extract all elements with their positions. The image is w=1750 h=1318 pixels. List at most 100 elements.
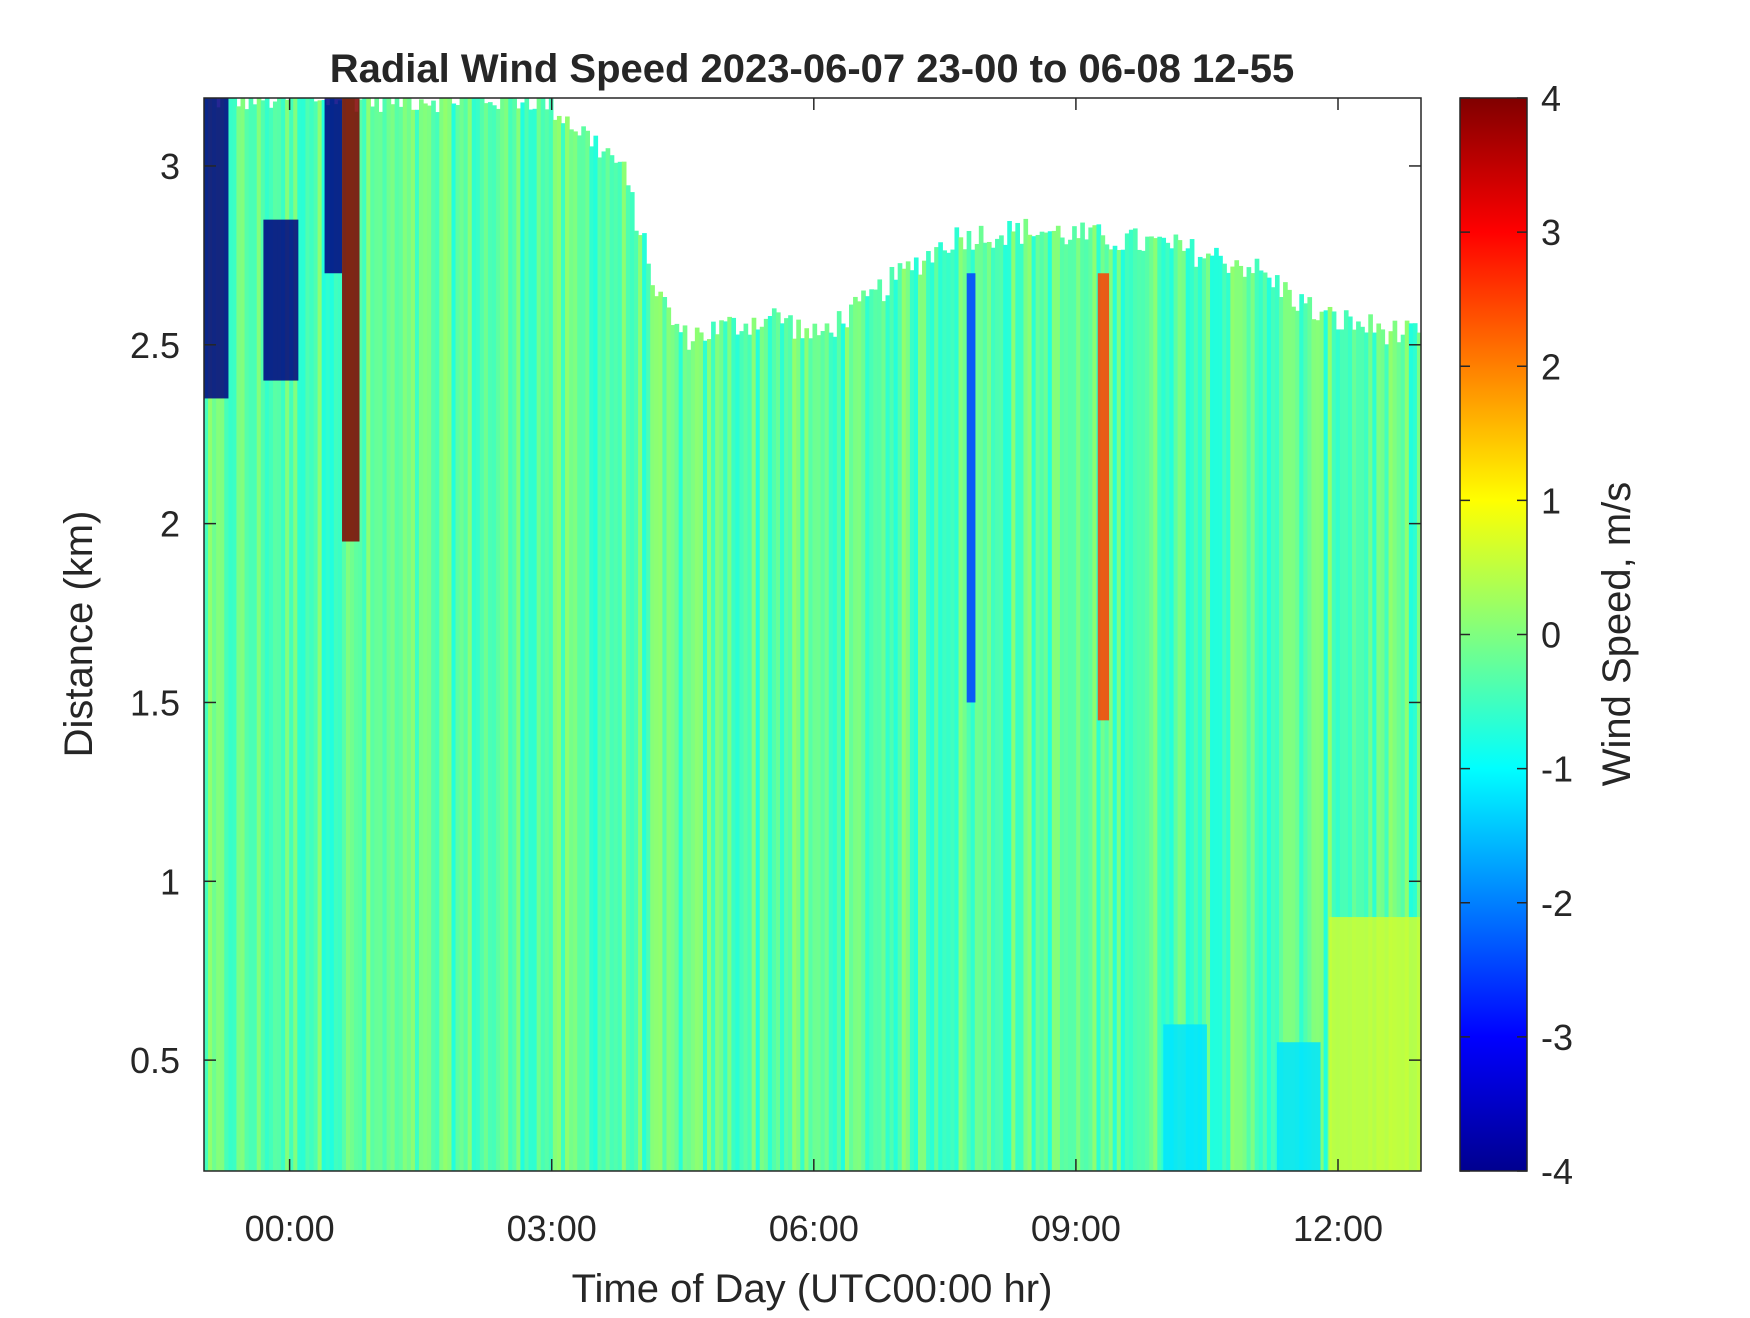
heatmap-column — [824, 323, 830, 1171]
heatmap-column — [804, 328, 810, 1171]
heatmap-column — [1262, 272, 1268, 1171]
heatmap-column — [1250, 273, 1256, 1171]
heatmap-column — [958, 237, 964, 1171]
heatmap-column — [496, 108, 501, 1171]
heatmap-column — [435, 112, 440, 1171]
x-tick-label: 03:00 — [507, 1208, 597, 1249]
heatmap-column — [402, 98, 408, 1171]
heatmap-column — [889, 266, 895, 1171]
heatmap-column — [487, 102, 493, 1171]
heatmap-column — [1011, 231, 1016, 1171]
heatmap-column — [390, 104, 396, 1171]
x-axis-label: Time of Day (UTC00:00 hr) — [572, 1267, 1053, 1311]
heatmap-column — [881, 301, 887, 1171]
heatmap-column — [625, 185, 631, 1171]
heatmap-column — [634, 230, 639, 1171]
heatmap-column — [1404, 320, 1410, 1171]
heatmap-column — [1197, 256, 1203, 1171]
heatmap-column — [609, 155, 615, 1171]
heatmap-column — [844, 327, 850, 1171]
heatmap-column — [565, 116, 570, 1171]
heatmap-column — [970, 249, 976, 1171]
heatmap-column — [362, 98, 367, 1171]
heatmap-column — [601, 151, 607, 1171]
heatmap-column — [832, 336, 838, 1171]
heatmap-column — [463, 98, 469, 1171]
colorbar-tick-label: 4 — [1541, 78, 1561, 119]
heatmap-column — [1210, 255, 1215, 1171]
heatmap-column — [1084, 239, 1089, 1171]
heatmap-column — [1112, 245, 1118, 1171]
x-tick-label: 12:00 — [1293, 1208, 1383, 1249]
heatmap-column — [272, 101, 278, 1171]
heatmap-column — [556, 115, 562, 1171]
heatmap-column — [1295, 310, 1300, 1171]
heatmap-column — [573, 131, 578, 1171]
heatmap-column — [419, 99, 424, 1171]
heatmap-column — [483, 103, 489, 1171]
heatmap-column — [702, 340, 708, 1171]
heatmap-column — [808, 338, 814, 1171]
heatmap-column — [382, 98, 388, 1171]
y-tick-label: 1 — [160, 861, 180, 902]
heatmap-column — [577, 135, 582, 1171]
colorbar-label: Wind Speed, m/s — [1595, 482, 1639, 787]
heatmap-column — [220, 98, 225, 1171]
heatmap-column — [536, 98, 542, 1171]
heatmap-column — [1023, 218, 1029, 1171]
y-tick-label: 0.5 — [130, 1040, 180, 1081]
heatmap-column — [747, 334, 753, 1171]
heatmap-column — [723, 321, 728, 1171]
heatmap-column — [1287, 289, 1292, 1171]
heatmap-column — [796, 319, 801, 1171]
heatmap-column — [1214, 247, 1219, 1171]
y-axis-ticks: 0.5 1 1.5 2 2.5 3 — [130, 146, 1421, 1081]
heatmap-column — [1165, 242, 1171, 1171]
heatmap-column — [1145, 236, 1150, 1171]
heatmap-column — [930, 262, 935, 1171]
heatmap-column — [650, 285, 655, 1171]
heatmap-column — [260, 100, 266, 1171]
heatmap-column — [337, 100, 343, 1171]
x-axis-ticks: 00:00 03:00 06:00 09:00 12:00 — [245, 98, 1383, 1249]
heatmap-column — [508, 98, 513, 1171]
heatmap-column — [905, 261, 911, 1171]
heatmap-column — [516, 108, 522, 1171]
heatmap-column — [1266, 277, 1272, 1171]
heatmap-column — [293, 98, 298, 1171]
heatmap-column — [642, 233, 647, 1171]
heatmap-column — [950, 249, 956, 1171]
heatmap-column — [938, 242, 943, 1171]
heatmap-column — [301, 98, 307, 1171]
heatmap-column — [459, 98, 465, 1171]
heatmap-column — [512, 98, 517, 1171]
heatmap-column — [492, 105, 497, 1171]
heatmap-column — [1055, 225, 1061, 1171]
heatmap-column — [1303, 303, 1309, 1171]
heatmap-column — [1088, 227, 1094, 1171]
heatmap-feature — [204, 98, 229, 399]
heatmap-column — [982, 242, 988, 1171]
heatmap-column — [548, 98, 554, 1171]
heatmap-column — [1003, 244, 1008, 1171]
heatmap-column — [1149, 236, 1154, 1171]
heatmap-column — [629, 192, 635, 1171]
heatmap-column — [358, 99, 363, 1171]
heatmap-column — [264, 98, 270, 1171]
heatmap-column — [1218, 255, 1223, 1171]
x-tick-label: 00:00 — [245, 1208, 335, 1249]
heatmap-feature — [1097, 273, 1110, 721]
heatmap-column — [1270, 287, 1276, 1171]
heatmap-column — [1072, 226, 1077, 1171]
heatmap-column — [739, 331, 745, 1171]
heatmap-column — [1039, 231, 1045, 1171]
heatmap-column — [1319, 311, 1325, 1171]
heatmap-column — [406, 98, 412, 1171]
heatmap-column — [1299, 294, 1304, 1171]
heatmap-column — [1132, 228, 1138, 1171]
heatmap-feature — [324, 98, 343, 274]
heatmap-column — [281, 98, 286, 1171]
heatmap-column — [1274, 275, 1280, 1171]
heatmap-feature — [1276, 1042, 1321, 1171]
heatmap-column — [540, 98, 546, 1171]
